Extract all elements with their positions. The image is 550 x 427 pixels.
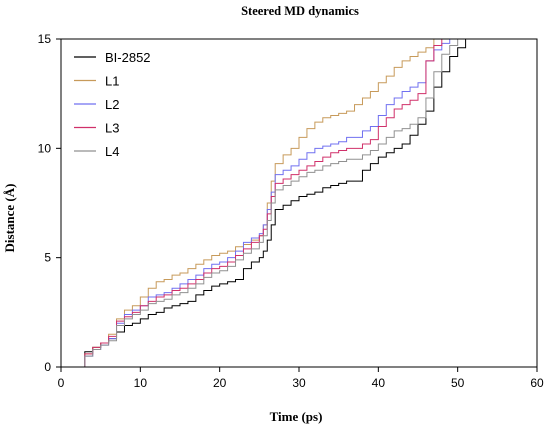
x-tick-label: 30 [292,376,306,390]
series-line-2 [84,39,435,367]
chart-title: Steered MD dynamics [241,4,359,18]
legend-label: BI-2852 [105,50,151,65]
series-layer [84,39,467,367]
y-tick-label: 0 [44,360,51,374]
legend-label: L4 [105,144,119,159]
y-tick-label: 10 [38,141,52,155]
y-axis-label: Distance (Å) [2,184,17,253]
y-tick-label: 15 [38,32,52,46]
series-line-4 [84,39,443,367]
x-axis-label: Time (ps) [270,409,323,424]
series-line-1 [84,39,467,367]
legend-label: L2 [105,97,119,112]
legend-label: L1 [105,74,119,89]
legend-label: L3 [105,121,119,136]
y-tick-label: 5 [44,251,51,265]
x-tick-label: 0 [58,376,65,390]
x-tick-label: 50 [451,376,465,390]
x-tick-label: 40 [372,376,386,390]
x-tick-label: 60 [530,376,544,390]
x-tick-label: 20 [213,376,227,390]
x-tick-label: 10 [134,376,148,390]
axes-layer: 0 10 20 30 40 50 60 0 5 10 15 [38,32,544,390]
series-line-5 [84,39,459,367]
legend: BI-2852 L1 L2 L3 L4 [74,50,151,159]
